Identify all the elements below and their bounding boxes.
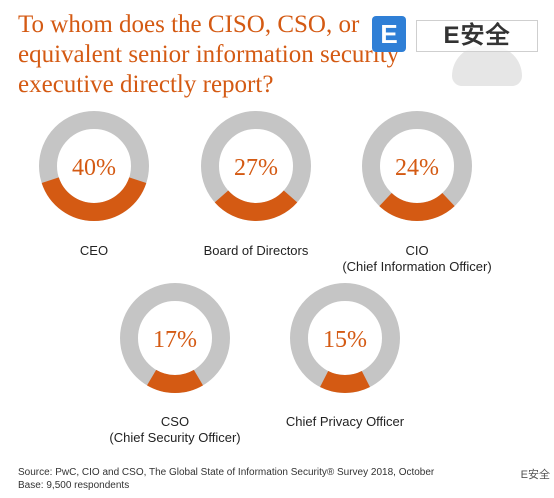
donut-value-arc-cpo [320, 370, 370, 393]
donut-label-cpo-name: Chief Privacy Officer [285, 414, 405, 429]
e-logo-letter: E [380, 19, 398, 49]
source-line: Source: PwC, CIO and CSO, The Global Sta… [18, 467, 435, 478]
donut-cio: 24% [362, 111, 472, 221]
donut-label-cio-name: CIO [405, 243, 429, 258]
chart-title: To whom does the CISO, CSO, or equivalen… [18, 11, 400, 98]
donut-value-arc-cso [147, 369, 203, 393]
mascot-silhouette [452, 46, 522, 86]
brand-text: E安全 [416, 20, 538, 52]
e-security-logo: E E安全 [360, 6, 550, 88]
donut-label-board-name: Board of Directors [203, 243, 309, 258]
donut-label-cio: CIO (Chief Information Officer) [317, 243, 517, 275]
donut-label-cio-sub: (Chief Information Officer) [342, 259, 492, 274]
donut-label-board: Board of Directors [156, 243, 356, 259]
base-line: Base: 9,500 respondents [18, 480, 130, 491]
donut-ceo: 40% [39, 111, 149, 221]
donut-cso: 17% [120, 283, 230, 393]
donut-label-cso: CSO (Chief Security Officer) [75, 414, 275, 446]
donut-percent-cso: 17% [153, 327, 197, 353]
donut-percent-ceo: 40% [72, 155, 116, 181]
donut-label-ceo: CEO [0, 243, 194, 259]
donut-label-cpo: Chief Privacy Officer [245, 414, 445, 430]
wechat-watermark: E安全 [520, 469, 550, 481]
donut-percent-board: 27% [234, 155, 278, 181]
donut-value-arc-cio [379, 192, 455, 221]
e-logo-icon: E [372, 16, 406, 52]
donut-percent-cpo: 15% [323, 327, 367, 353]
donut-value-arc-board [214, 190, 298, 221]
donut-board: 27% [201, 111, 311, 221]
donut-value-arc-ceo [41, 177, 147, 221]
donut-cpo: 15% [290, 283, 400, 393]
donut-label-ceo-name: CEO [79, 243, 109, 258]
donut-label-cso-sub: (Chief Security Officer) [109, 430, 241, 445]
source-note: Source: PwC, CIO and CSO, The Global Sta… [18, 466, 538, 492]
donut-percent-cio: 24% [395, 155, 439, 181]
donut-label-cso-name: CSO [160, 414, 190, 429]
